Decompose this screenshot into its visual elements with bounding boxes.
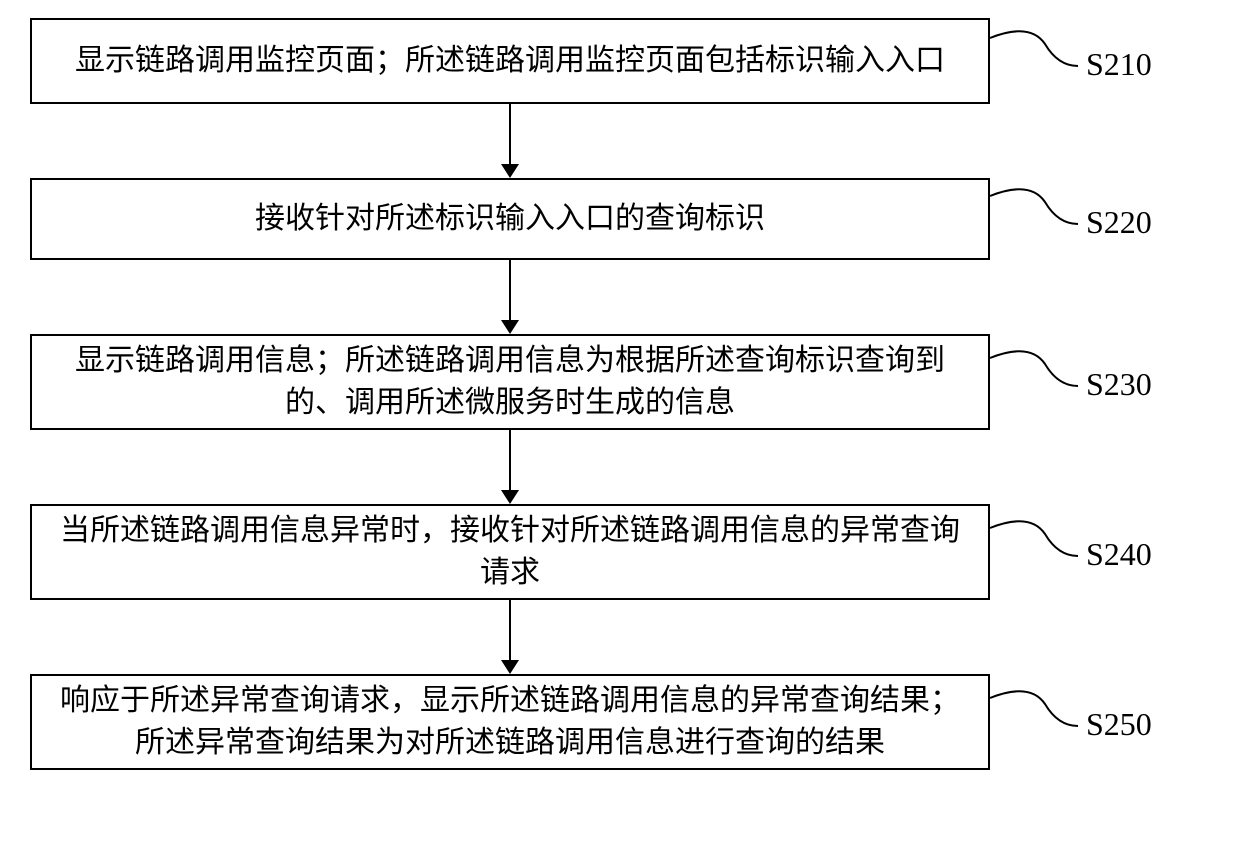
step-label: S230 xyxy=(1086,366,1152,403)
curve-line xyxy=(990,184,1080,234)
label-connector: S220 xyxy=(990,178,1190,260)
step-label: S240 xyxy=(1086,536,1152,573)
flow-step-row: 接收针对所述标识输入入口的查询标识 S220 xyxy=(30,178,1210,260)
arrow-head-icon xyxy=(501,164,519,178)
curve-line xyxy=(990,516,1080,566)
step-label: S250 xyxy=(1086,706,1152,743)
arrow-head-icon xyxy=(501,660,519,674)
flow-step-box: 响应于所述异常查询请求，显示所述链路调用信息的异常查询结果；所述异常查询结果为对… xyxy=(30,674,990,770)
flow-step-row: 响应于所述异常查询请求，显示所述链路调用信息的异常查询结果；所述异常查询结果为对… xyxy=(30,674,1210,770)
flow-step-row: 显示链路调用信息；所述链路调用信息为根据所述查询标识查询到的、调用所述微服务时生… xyxy=(30,334,1210,430)
flow-arrow xyxy=(30,430,990,504)
curve-line xyxy=(990,346,1080,396)
flow-step-box: 显示链路调用监控页面；所述链路调用监控页面包括标识输入入口 xyxy=(30,18,990,104)
flow-step-box: 显示链路调用信息；所述链路调用信息为根据所述查询标识查询到的、调用所述微服务时生… xyxy=(30,334,990,430)
flow-step-box: 接收针对所述标识输入入口的查询标识 xyxy=(30,178,990,260)
arrow-line xyxy=(509,600,511,660)
curve-line xyxy=(990,686,1080,736)
arrow-head-icon xyxy=(501,320,519,334)
flowchart-container: 显示链路调用监控页面；所述链路调用监控页面包括标识输入入口 S210 接收针对所… xyxy=(30,18,1210,770)
arrow-line xyxy=(509,430,511,490)
arrow-head-icon xyxy=(501,490,519,504)
label-connector: S210 xyxy=(990,18,1190,104)
flow-step-row: 当所述链路调用信息异常时，接收针对所述链路调用信息的异常查询请求 S240 xyxy=(30,504,1210,600)
flow-arrow xyxy=(30,104,990,178)
arrow-line xyxy=(509,104,511,164)
label-connector: S240 xyxy=(990,504,1190,600)
label-connector: S230 xyxy=(990,334,1190,430)
curve-line xyxy=(990,26,1080,76)
flow-arrow xyxy=(30,260,990,334)
flow-step-box: 当所述链路调用信息异常时，接收针对所述链路调用信息的异常查询请求 xyxy=(30,504,990,600)
arrow-line xyxy=(509,260,511,320)
flow-step-row: 显示链路调用监控页面；所述链路调用监控页面包括标识输入入口 S210 xyxy=(30,18,1210,104)
step-label: S210 xyxy=(1086,46,1152,83)
flow-arrow xyxy=(30,600,990,674)
step-label: S220 xyxy=(1086,204,1152,241)
label-connector: S250 xyxy=(990,674,1190,770)
